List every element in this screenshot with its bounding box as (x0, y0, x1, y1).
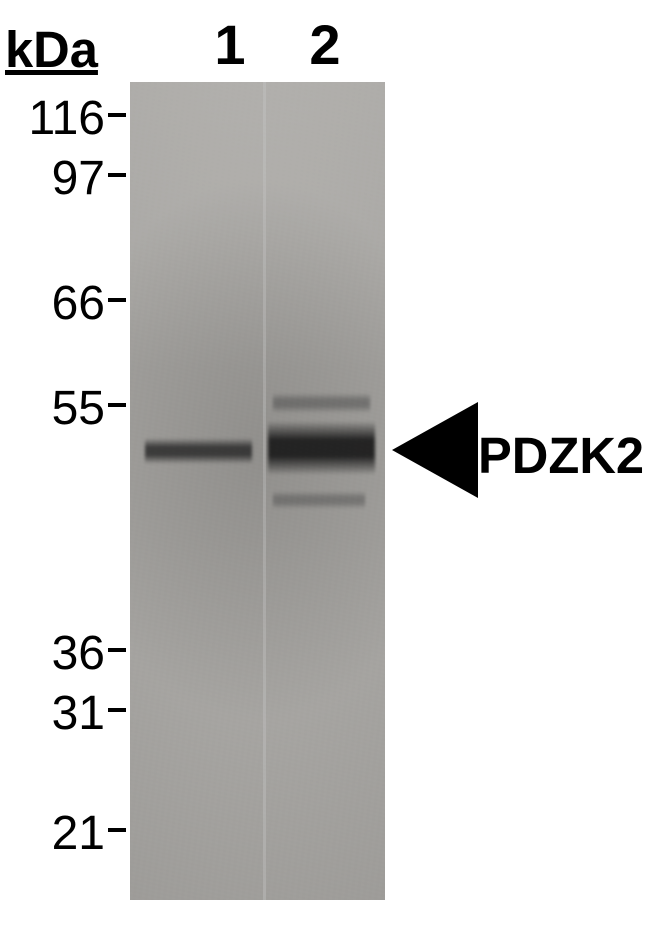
western-blot-figure: kDa 11697 66 55 3631 21 12 PDZK2 (0, 0, 650, 925)
mw-tick-66 (108, 298, 126, 302)
lane-label-1: 1 (200, 12, 260, 77)
mw-tick-21 (108, 828, 126, 832)
axis-unit-label: kDa (5, 20, 98, 79)
mw-label-21: 21 (0, 806, 105, 861)
protein-label: PDZK2 (478, 426, 644, 485)
mw-label-36: 36 (0, 626, 105, 681)
mw-label-66: 66 (0, 276, 105, 331)
band-lane2-3 (273, 491, 365, 509)
mw-tick-116 (108, 113, 126, 117)
blot-membrane (130, 82, 385, 900)
annotation-arrow-icon (392, 402, 478, 498)
mw-tick-31 (108, 708, 126, 712)
mw-label-31: 31 (0, 686, 105, 741)
mw-tick-36 (108, 648, 126, 652)
band-lane1-0 (145, 438, 252, 464)
mw-tick-55 (108, 403, 126, 407)
mw-label-97: 97 (0, 151, 105, 206)
mw-tick-97 (108, 173, 126, 177)
band-lane2-2 (273, 393, 370, 413)
lane-label-2: 2 (295, 12, 355, 77)
band-lane2-1 (268, 421, 375, 474)
mw-label-55: 55 (0, 381, 105, 436)
mw-label-116: 116 (0, 91, 105, 146)
lane-divider (263, 82, 266, 900)
